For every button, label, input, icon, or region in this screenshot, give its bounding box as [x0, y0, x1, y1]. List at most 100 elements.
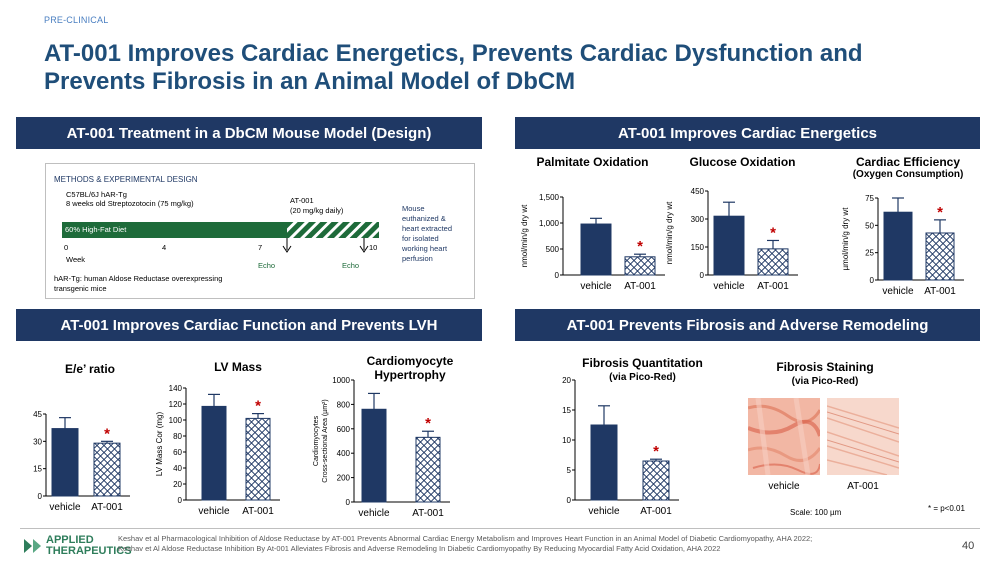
cardio-y-label: Cross-sectional Area (µm²) [322, 399, 329, 482]
palmitate-chart: 0 500 1,000 1,500 nmol/min/g dry wt vehicle * A… [520, 193, 665, 292]
cardio-subtitle: Hypertrophy [374, 368, 446, 382]
echo-label-1: Echo [258, 261, 275, 270]
fibrosis-title: Fibrosis Quantitation [582, 356, 703, 370]
efficiency-significance-star: * [937, 204, 943, 221]
cardio-chart: 0 200 400 600 800 1000 Cardiomyocytes Cross-sec… [313, 376, 450, 519]
glucose-significance-star: * [770, 224, 776, 241]
glucose-tick-label: 150 [691, 243, 705, 252]
section-tag: PRE-CLINICAL [44, 15, 109, 25]
cardio-significance-star: * [425, 415, 431, 432]
cardio-tick-label: 1000 [332, 376, 350, 385]
ee-tick-label: 0 [38, 492, 43, 501]
ee-tick-label: 30 [33, 437, 42, 446]
lvmass-tick-label: 0 [178, 496, 183, 505]
lvmass-bar-vehicle [201, 405, 227, 501]
lvmass-tick-label: 140 [169, 384, 183, 393]
staining-label-vehicle: vehicle [768, 481, 800, 492]
efficiency-bar-vehicle [883, 211, 913, 281]
staining-label-at001: AT-001 [847, 481, 879, 492]
diet-bar [62, 222, 287, 238]
glucose-tick-label: 450 [691, 187, 705, 196]
company-logo-text: APPLIED THERAPEUTICS [46, 534, 132, 557]
efficiency-category-label: vehicle [882, 286, 914, 297]
svg-text:heart extracted: heart extracted [402, 224, 452, 233]
palmitate-category-label: vehicle [580, 281, 612, 292]
ee-tick-label: 45 [33, 410, 42, 419]
references: Keshav et al Pharmacological Inhibition … [118, 534, 813, 553]
palmitate-y-label: nmol/min/g dry wt [520, 204, 529, 267]
fibrosis-category-label: AT-001 [640, 506, 672, 517]
panel-header-function: AT-001 Improves Cardiac Function and Pre… [16, 309, 482, 341]
tick-7: 7 [258, 243, 262, 252]
glucose-tick-label: 300 [691, 215, 705, 224]
echo-label-2: Echo [342, 261, 359, 270]
ee-bar-at-001 [93, 442, 121, 497]
staining-subtitle: (via Pico-Red) [791, 376, 859, 387]
efficiency-chart: 0 25 50 75 µmol/min/g dry wt vehicle * AT-001 [841, 194, 964, 297]
lvmass-category-label: vehicle [198, 506, 230, 517]
endpoint-text: Mouse euthanized & heart extracted for i… [401, 204, 452, 263]
slide-title: AT-001 Improves Cardiac Energetics, Prev… [44, 40, 863, 95]
efficiency-tick-label: 75 [865, 194, 874, 203]
cardio-bar-vehicle [361, 408, 387, 503]
cardio-tick-label: 200 [337, 474, 351, 483]
svg-text:working heart: working heart [401, 244, 448, 253]
fibrosis-bar-vehicle [590, 424, 618, 501]
page-number: 40 [962, 540, 975, 552]
palmitate-bar-vehicle [580, 223, 612, 276]
glucose-bar-at-001 [757, 248, 789, 276]
fibrosis-tick-label: 0 [567, 496, 572, 505]
lvmass-tick-label: 40 [173, 464, 182, 473]
lvmass-significance-star: * [255, 398, 261, 415]
lvmass-category-label: AT-001 [242, 506, 274, 517]
lvmass-title: LV Mass [214, 360, 262, 374]
palmitate-tick-label: 0 [555, 271, 560, 280]
lvmass-tick-label: 120 [169, 400, 183, 409]
ee-title: E/e’ ratio [64, 362, 116, 376]
applied-therapeutics-logo-icon [24, 539, 41, 553]
tick-10: 10 [369, 243, 377, 252]
ee-significance-star: * [104, 425, 110, 442]
efficiency-subtitle: (Oxygen Consumption) [852, 169, 964, 180]
fibrosis-chart: 0 5 10 15 20 vehicle * AT-001 [562, 376, 679, 517]
staining-title: Fibrosis Staining [776, 360, 874, 374]
palmitate-bar-at-001 [624, 256, 656, 276]
ee-chart: 0 15 30 45 vehicle * AT-001 [33, 410, 130, 513]
fibrosis-tick-label: 5 [567, 466, 572, 475]
ee-category-label: AT-001 [91, 502, 123, 513]
fibrosis-subtitle: (via Pico-Red) [609, 372, 676, 383]
svg-text:perfusion: perfusion [402, 254, 433, 263]
vehicle-staining-image [748, 398, 820, 475]
cardio-tick-label: 600 [337, 425, 351, 434]
palmitate-tick-label: 1,500 [539, 193, 560, 202]
experimental-design-box: METHODS & EXPERIMENTAL DESIGN C57BL/6J h… [45, 163, 475, 299]
footnote-line-1: hAR-Tg: human Aldose Reductase overexpre… [54, 274, 222, 283]
panel-header-design: AT-001 Treatment in a DbCM Mouse Model (… [16, 117, 482, 149]
panel-header-fibrosis: AT-001 Prevents Fibrosis and Adverse Rem… [515, 309, 980, 341]
diet-label: 60% High-Fat Diet [65, 225, 127, 234]
efficiency-y-label: µmol/min/g dry wt [841, 207, 850, 271]
palmitate-significance-star: * [637, 238, 643, 255]
footer-divider [20, 528, 980, 529]
cardio-title: Cardiomyocyte [366, 354, 454, 368]
cardio-y-label: Cardiomyocytes [313, 415, 320, 466]
glucose-bar-vehicle [713, 215, 745, 276]
lvmass-tick-label: 60 [173, 448, 182, 457]
treatment-bar [287, 222, 379, 238]
ee-bar-vehicle [51, 428, 79, 497]
cardio-bar-at-001 [415, 436, 441, 503]
panel-header-energetics: AT-001 Improves Cardiac Energetics [515, 117, 980, 149]
palmitate-tick-label: 500 [546, 245, 560, 254]
efficiency-tick-label: 0 [870, 276, 875, 285]
efficiency-tick-label: 25 [865, 249, 874, 258]
lvmass-chart: 0 20 40 60 80 100 120 140 LV Mass Cor (mg) vehicl… [155, 384, 280, 517]
treatment-label: AT-001 [290, 196, 314, 205]
design-strain: C57BL/6J hAR-Tg [66, 190, 127, 199]
efficiency-tick-label: 50 [865, 221, 874, 230]
fibrosis-bar-at-001 [642, 460, 670, 501]
cardio-tick-label: 400 [337, 449, 351, 458]
footnote-line-2: transgenic mice [54, 284, 107, 293]
glucose-category-label: AT-001 [757, 281, 789, 292]
significance-legend: * = p<0.01 [928, 504, 965, 513]
palmitate-tick-label: 1,000 [539, 219, 560, 228]
